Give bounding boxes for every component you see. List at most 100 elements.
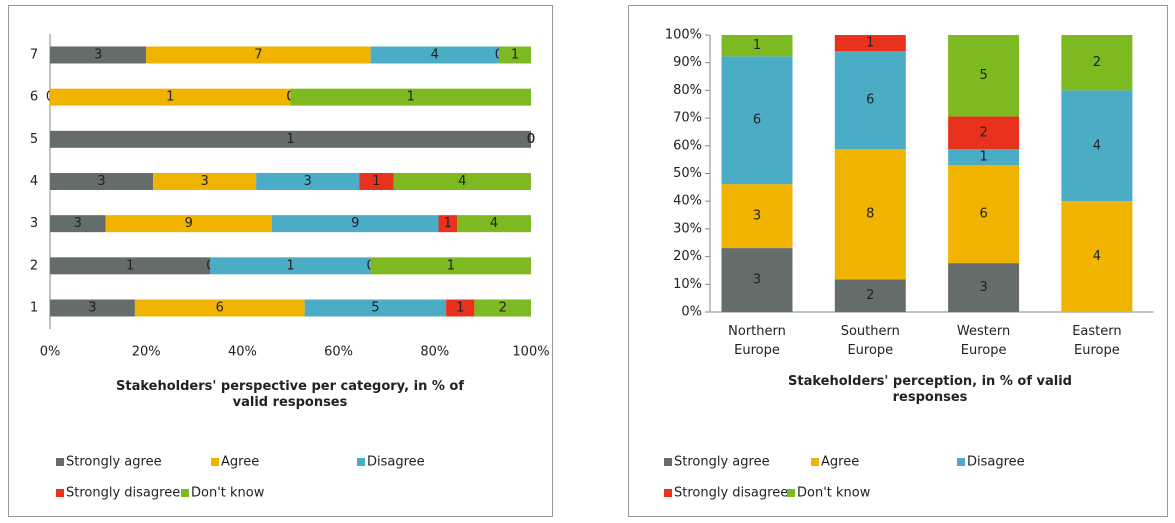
bar-segment bbox=[272, 215, 439, 233]
data-label: 3 bbox=[753, 273, 761, 288]
legend-swatch bbox=[211, 458, 219, 466]
x-tick-label: 100% bbox=[512, 345, 549, 360]
bar-segment bbox=[50, 299, 135, 317]
bar-segment bbox=[721, 184, 793, 249]
bar-segment bbox=[153, 172, 257, 190]
bar-segment bbox=[50, 88, 291, 106]
y-tick-label: 1 bbox=[30, 301, 38, 316]
data-label: 2 bbox=[979, 125, 987, 140]
data-label: 7 bbox=[254, 47, 262, 62]
legend-label: Disagree bbox=[367, 455, 425, 470]
bar-segment bbox=[210, 257, 371, 275]
y-tick-label: 70% bbox=[673, 111, 702, 126]
legend-swatch bbox=[787, 489, 795, 497]
bar-segment bbox=[290, 88, 531, 106]
legend-swatch bbox=[957, 458, 965, 466]
bar-segment bbox=[948, 263, 1020, 312]
data-label: 4 bbox=[490, 216, 498, 231]
data-label: 0 bbox=[527, 132, 535, 147]
bar-segment bbox=[1061, 35, 1133, 91]
bar-segment bbox=[105, 215, 272, 233]
data-label: 1 bbox=[753, 38, 761, 53]
bar-segment bbox=[474, 299, 531, 317]
chart-title: Stakeholders' perspective per category, … bbox=[116, 379, 464, 410]
bar-segment bbox=[146, 46, 371, 64]
y-tick-label: 50% bbox=[673, 166, 702, 181]
data-label: 6 bbox=[216, 301, 224, 316]
bar-segment bbox=[304, 299, 447, 317]
data-label: 1 bbox=[444, 216, 452, 231]
bar-segment bbox=[948, 149, 1020, 166]
legend-label: Disagree bbox=[967, 455, 1025, 470]
data-label: 6 bbox=[866, 93, 874, 108]
data-label: 1 bbox=[979, 150, 987, 165]
bar-segment bbox=[370, 257, 531, 275]
data-label: 1 bbox=[511, 47, 519, 62]
data-label: 1 bbox=[166, 90, 174, 105]
x-tick-label: 80% bbox=[420, 345, 449, 360]
legend-label: Strongly disagree bbox=[674, 486, 788, 501]
x-tick-label: Western Europe bbox=[957, 324, 1010, 358]
data-label: 3 bbox=[94, 47, 102, 62]
legend-swatch bbox=[181, 489, 189, 497]
bar-segment bbox=[50, 215, 106, 233]
data-label: 4 bbox=[1093, 138, 1101, 153]
data-label: 1 bbox=[286, 258, 294, 273]
data-label: 2 bbox=[499, 301, 507, 316]
bar-segment bbox=[498, 46, 531, 64]
data-label: 3 bbox=[200, 174, 208, 189]
legend-label: Don't know bbox=[797, 486, 871, 501]
data-label: 6 bbox=[979, 207, 987, 222]
x-tick-label: Southern Europe bbox=[841, 324, 900, 358]
legend-swatch bbox=[357, 458, 365, 466]
bar-segment bbox=[834, 279, 906, 312]
bar-segment bbox=[1061, 90, 1133, 202]
bar-segment bbox=[50, 46, 147, 64]
data-label: 9 bbox=[185, 216, 193, 231]
legend-label: Agree bbox=[821, 455, 859, 470]
legend-swatch bbox=[664, 489, 672, 497]
data-label: 3 bbox=[74, 216, 82, 231]
bar-segment bbox=[834, 51, 906, 150]
bar-segment bbox=[721, 35, 793, 57]
chart-title: Stakeholders' perception, in % of valid r… bbox=[788, 374, 1072, 405]
data-label: 9 bbox=[351, 216, 359, 231]
bar-segment bbox=[948, 116, 1020, 150]
legend-label: Strongly agree bbox=[66, 455, 162, 470]
y-tick-label: 5 bbox=[30, 132, 38, 147]
y-tick-label: 30% bbox=[673, 221, 702, 236]
data-label: 1 bbox=[866, 36, 874, 51]
bar-segment bbox=[134, 299, 305, 317]
bar-segment bbox=[50, 130, 531, 148]
data-label: 8 bbox=[866, 207, 874, 222]
data-label: 0 bbox=[527, 132, 535, 147]
bar-segment bbox=[721, 56, 793, 185]
bar-segment bbox=[370, 46, 499, 64]
legend-label: Don't know bbox=[191, 486, 265, 501]
bar-segment bbox=[359, 172, 394, 190]
y-tick-label: 100% bbox=[665, 28, 702, 43]
bar-segment bbox=[446, 299, 475, 317]
bar-segment bbox=[50, 172, 154, 190]
data-label: 4 bbox=[431, 47, 439, 62]
x-tick-label: 0% bbox=[40, 345, 61, 360]
bar-segment bbox=[50, 257, 211, 275]
bar-segment bbox=[948, 35, 1020, 117]
legend-swatch bbox=[56, 489, 64, 497]
y-tick-label: 60% bbox=[673, 138, 702, 153]
data-label: 1 bbox=[126, 258, 134, 273]
x-tick-label: Northern Europe bbox=[728, 324, 786, 358]
data-label: 3 bbox=[97, 174, 105, 189]
data-label: 2 bbox=[1093, 55, 1101, 70]
data-label: 1 bbox=[372, 174, 380, 189]
data-label: 5 bbox=[371, 301, 379, 316]
bar-segment bbox=[256, 172, 360, 190]
bar-segment bbox=[438, 215, 457, 233]
data-label: 4 bbox=[458, 174, 466, 189]
data-label: 5 bbox=[979, 68, 987, 83]
data-label: 3 bbox=[304, 174, 312, 189]
bar-segment bbox=[948, 165, 1020, 264]
legend-label: Strongly agree bbox=[674, 455, 770, 470]
legend-label: Agree bbox=[221, 455, 259, 470]
data-label: 0 bbox=[527, 132, 535, 147]
